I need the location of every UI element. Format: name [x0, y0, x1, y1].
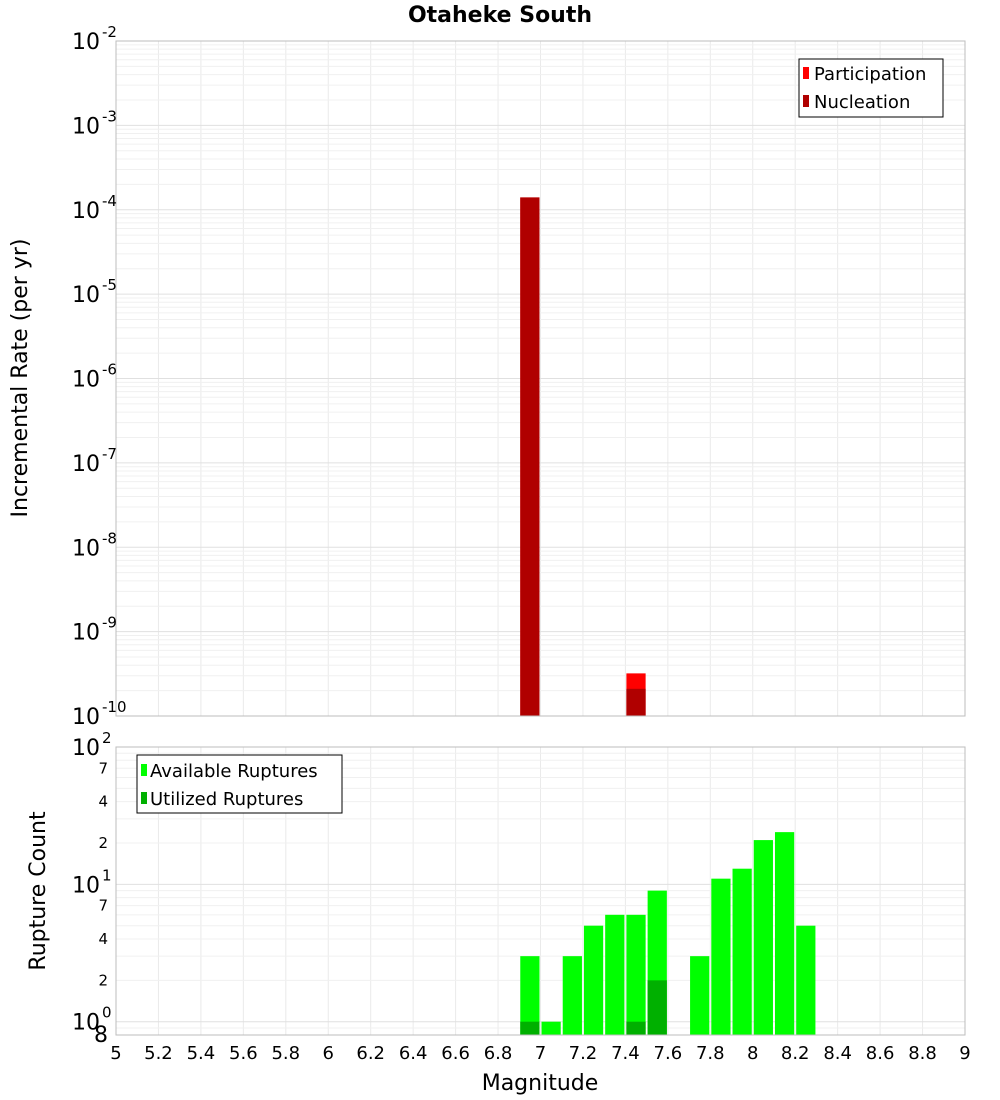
- x-tick-label: 5.4: [187, 1043, 216, 1064]
- bar: [626, 688, 646, 716]
- y-tick-label: 10 1: [72, 866, 112, 898]
- x-tick-label: 5.2: [144, 1043, 173, 1064]
- bar: [753, 840, 773, 1035]
- legend-label-available: Available Ruptures: [150, 761, 318, 782]
- y-tick-label: 10 -5: [72, 276, 117, 308]
- x-tick-label: 5.8: [271, 1043, 300, 1064]
- x-axis-label: Magnitude: [482, 1071, 599, 1096]
- x-tick-label: 8: [747, 1043, 758, 1064]
- y-minor-tick-label: 4: [98, 793, 108, 811]
- x-tick-label: 8.8: [908, 1043, 937, 1064]
- x-tick-label: 5: [110, 1043, 121, 1064]
- bar: [583, 925, 604, 1035]
- y-tick-label: 10 -6: [72, 361, 117, 393]
- y-minor-tick-label: 2: [98, 971, 108, 989]
- x-tick-label: 7.6: [654, 1043, 683, 1064]
- chart-title: Otaheke South: [408, 3, 592, 28]
- y-minor-tick-label: 2: [98, 834, 108, 852]
- x-tick-label: 8.6: [866, 1043, 895, 1064]
- bar: [520, 956, 540, 1035]
- legend-swatch-utilized: [141, 792, 147, 804]
- top-y-tick-labels: 10-10 10-9 10-8 10-7 10-6 10-5 10-4 10-3 10-2: [72, 23, 127, 730]
- bottom-y-axis-label: Rupture Count: [26, 811, 51, 971]
- x-tick-label: 9: [959, 1043, 970, 1064]
- top-legend-box: [798, 58, 944, 118]
- x-tick-label: 7.2: [569, 1043, 598, 1064]
- legend-label-nucleation: Nucleation: [814, 92, 910, 113]
- bottom-legend: Available Ruptures Utilized Ruptures: [136, 754, 343, 814]
- x-tick-label: 7: [535, 1043, 546, 1064]
- y-minor-tick-label: 7: [98, 759, 108, 777]
- legend-label-participation: Participation: [814, 64, 926, 85]
- legend-label-utilized: Utilized Ruptures: [150, 789, 303, 810]
- bar: [732, 868, 752, 1035]
- bar: [520, 1021, 540, 1035]
- y-tick-label: 10 -4: [72, 192, 117, 224]
- x-tick-label: 6: [323, 1043, 334, 1064]
- bar: [605, 914, 625, 1035]
- y-tick-label: 10 -10: [72, 698, 127, 730]
- bar: [541, 1021, 561, 1035]
- y-minor-tick-label: 4: [98, 930, 108, 948]
- bar: [626, 914, 646, 1035]
- y-tick-label: 10 0: [72, 1004, 112, 1036]
- y-tick-label: 10 -8: [72, 529, 117, 561]
- x-tick-label: 6.4: [399, 1043, 428, 1064]
- top-grid: [115, 40, 966, 717]
- y-tick-label: 10 -7: [72, 445, 117, 477]
- bar: [562, 956, 582, 1035]
- y-bottom-tick-label: 8: [94, 1023, 108, 1048]
- legend-swatch-participation: [803, 67, 809, 79]
- bar: [626, 1021, 646, 1035]
- x-tick-label: 8.4: [823, 1043, 852, 1064]
- bar: [774, 832, 795, 1035]
- bar: [711, 878, 731, 1035]
- bar: [647, 980, 667, 1035]
- legend-swatch-nucleation: [803, 95, 809, 107]
- bottom-plot-frame: [115, 746, 966, 1036]
- bottom-bars: [520, 832, 816, 1035]
- y-tick-label: 10 -3: [72, 107, 117, 139]
- x-tick-label: 5.6: [229, 1043, 258, 1064]
- x-tick-label: 7.4: [611, 1043, 640, 1064]
- x-tick-label: 8.2: [781, 1043, 810, 1064]
- x-tick-label: 6.6: [441, 1043, 470, 1064]
- bottom-legend-box: [136, 754, 343, 814]
- y-minor-tick-label: 7: [98, 897, 108, 915]
- x-tick-labels: 5 5.2 5.4 5.6 5.8 6 6.2 6.4 6.6 6.8 7 7.2 7.4 7.6 7.8 8…: [110, 1043, 970, 1064]
- x-tick-label: 6.2: [356, 1043, 385, 1064]
- x-tick-label: 7.8: [696, 1043, 725, 1064]
- bar: [690, 956, 710, 1035]
- bar: [796, 925, 816, 1035]
- y-tick-label: 10 2: [72, 729, 112, 761]
- y-tick-label: 10 -2: [72, 23, 117, 55]
- y-tick-label: 10 -9: [72, 614, 117, 646]
- legend-swatch-available: [141, 764, 147, 776]
- top-plot-frame: [115, 40, 966, 717]
- top-bars: [520, 197, 646, 717]
- top-legend: Participation Nucleation: [798, 58, 944, 118]
- top-y-axis-label: Incremental Rate (per yr): [8, 239, 33, 518]
- x-tick-label: 6.8: [484, 1043, 513, 1064]
- bar: [520, 197, 540, 717]
